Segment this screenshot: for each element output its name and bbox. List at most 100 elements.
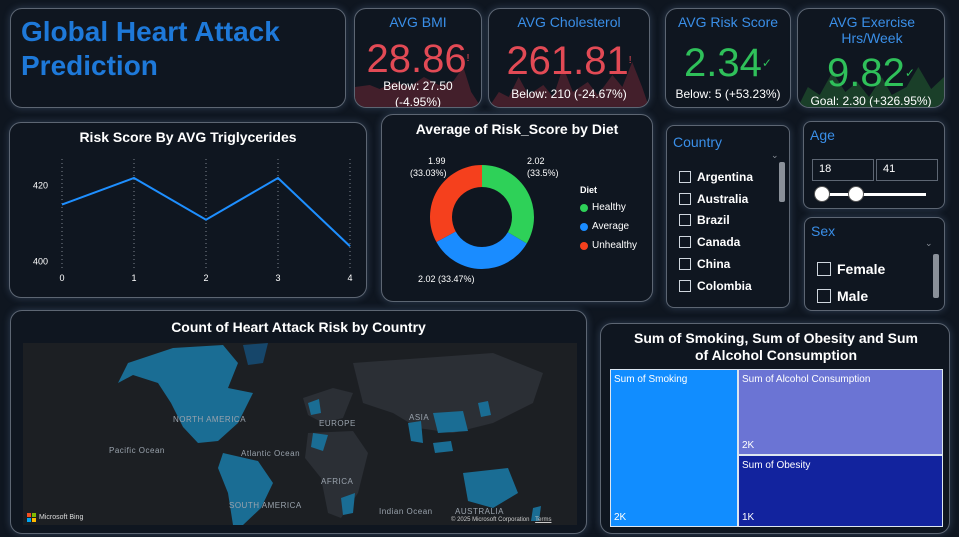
checkbox[interactable]: [817, 289, 831, 303]
treemap-alcohol[interactable]: Sum of Alcohol Consumption 2K: [738, 369, 943, 455]
pacific-ocean-label: Pacific Ocean: [109, 446, 165, 455]
kpi-goal: Below: 5 (+53.23%): [675, 87, 781, 101]
healthy-pct-label: (33.5%): [527, 168, 559, 178]
treemap-smoking[interactable]: Sum of Smoking 2K: [610, 369, 738, 527]
sex-option[interactable]: Male: [817, 287, 868, 305]
age-slider-track[interactable]: [822, 193, 926, 196]
microsoft-logo-icon: [27, 513, 36, 522]
australia-shape: [463, 468, 518, 508]
legend-item-unhealthy[interactable]: Unhealthy: [580, 240, 637, 251]
country-option[interactable]: Colombia: [679, 277, 752, 295]
line-chart-plot[interactable]: 0 1 2 3 4 400 420: [10, 149, 367, 298]
legend-dot-icon: [580, 241, 588, 250]
sex-option[interactable]: Female: [817, 260, 885, 278]
age-min-input[interactable]: 18: [812, 159, 874, 181]
checkbox[interactable]: [679, 258, 691, 270]
kpi-warning-icon: !: [466, 53, 470, 64]
tree-label: Sum of Alcohol Consumption: [742, 374, 871, 385]
treemap-card[interactable]: Sum of Smoking, Sum of Obesity and Sum o…: [600, 323, 950, 534]
x-tick-label: 1: [131, 273, 136, 283]
europe-label: EUROPE: [319, 419, 356, 428]
legend-item-healthy[interactable]: Healthy: [580, 202, 626, 213]
risk-score-line: [61, 176, 351, 247]
checkbox[interactable]: [679, 280, 691, 292]
unhealthy-value-label: 1.99: [428, 156, 446, 166]
kpi-title: AVG Risk Score: [677, 14, 779, 30]
unhealthy-pct-label: (33.03%): [410, 168, 447, 178]
tree-value: 2K: [742, 440, 755, 451]
sex-slicer[interactable]: Sex ⌄ Female Male: [804, 217, 945, 311]
checkbox[interactable]: [679, 236, 691, 248]
checkbox[interactable]: [679, 171, 691, 183]
australia-label: AUSTRALIA: [455, 507, 504, 516]
age-slider-min-handle[interactable]: [814, 186, 830, 202]
treemap-obesity[interactable]: Sum of Obesity 1K: [738, 455, 943, 527]
kpi-title: AVG Cholesterol: [517, 14, 621, 30]
checkbox[interactable]: [817, 262, 831, 276]
europe-shape: [303, 388, 353, 423]
bing-attribution: Microsoft Bing: [27, 513, 83, 522]
chevron-down-icon[interactable]: ⌄: [771, 150, 779, 160]
age-slicer-title: Age: [810, 127, 835, 143]
kpi-check-icon: ✓: [904, 66, 915, 80]
line-chart-title: Risk Score By AVG Triglycerides: [79, 129, 297, 145]
kpi-goal: Below: 27.50: [383, 79, 453, 93]
country-option[interactable]: Australia: [679, 190, 748, 208]
asia-shape: [353, 353, 543, 433]
kpi-value: 28.86!: [366, 37, 470, 81]
north-america-shape: [118, 345, 253, 443]
sex-slicer-title: Sex: [811, 223, 836, 239]
kpi-value: 261.81!: [506, 39, 632, 83]
country-option[interactable]: Brazil: [679, 211, 730, 229]
healthy-value-label: 2.02: [527, 156, 545, 166]
legend-dot-icon: [580, 203, 588, 212]
title-card: Global Heart Attack Prediction: [10, 8, 346, 108]
indian-ocean-label: Indian Ocean: [379, 507, 433, 516]
country-slicer[interactable]: Country ⌄ Argentina Australia Brazil Can…: [666, 125, 790, 308]
kpi-card-risk: AVG Risk Score 2.34✓ Below: 5 (+53.23%): [665, 8, 791, 108]
kpi-goal: Below: 210 (-24.67%): [511, 87, 627, 101]
y-tick-label: 400: [33, 256, 48, 266]
country-option[interactable]: China: [679, 255, 730, 273]
chevron-down-icon[interactable]: ⌄: [925, 238, 933, 248]
terms-link[interactable]: Terms: [535, 517, 552, 523]
donut-legend-title: Diet: [580, 185, 598, 195]
map-shapes: [118, 343, 543, 525]
kpi-value: 2.34✓: [684, 41, 772, 85]
donut-slice-unhealthy: [430, 165, 482, 243]
asia-label: ASIA: [409, 413, 430, 422]
scrollbar[interactable]: [933, 254, 939, 298]
treemap-title: Sum of Smoking, Sum of Obesity and Sum o…: [634, 330, 918, 363]
donut-chart-card[interactable]: Average of Risk_Score by Diet 2.02 (33.5…: [381, 114, 653, 302]
kpi-card-cholesterol: AVG Cholesterol 261.81! Below: 210 (-24.…: [488, 8, 650, 108]
kpi-warning-icon: !: [628, 55, 632, 66]
cholesterol-sparkline: [489, 62, 649, 107]
kpi-title: AVG Exercise Hrs/Week: [828, 14, 916, 46]
x-tick-label: 2: [203, 273, 208, 283]
checkbox[interactable]: [679, 193, 691, 205]
donut-chart-title: Average of Risk_Score by Diet: [415, 121, 619, 137]
country-option[interactable]: Canada: [679, 233, 740, 251]
x-tick-label: 3: [275, 273, 280, 283]
africa-label: AFRICA: [321, 477, 354, 486]
tree-label: Sum of Obesity: [742, 460, 811, 471]
greenland-shape: [243, 343, 268, 365]
country-option[interactable]: Argentina: [679, 168, 753, 186]
map-card[interactable]: Count of Heart Attack Risk by Country: [10, 310, 587, 534]
country-slicer-title: Country: [673, 134, 723, 150]
tree-value: 1K: [742, 512, 755, 523]
age-slicer[interactable]: Age 18 41: [803, 121, 945, 209]
checkbox[interactable]: [679, 214, 691, 226]
line-chart-card[interactable]: Risk Score By AVG Triglycerides 0 1 2 3 4 400…: [9, 122, 367, 298]
world-map[interactable]: NORTH AMERICA EUROPE ASIA AFRICA SOUTH A…: [23, 343, 577, 525]
age-max-input[interactable]: 41: [876, 159, 938, 181]
legend-item-average[interactable]: Average: [580, 221, 629, 232]
atlantic-ocean-label: Atlantic Ocean: [241, 449, 301, 458]
age-slider-max-handle[interactable]: [848, 186, 864, 202]
north-america-label: NORTH AMERICA: [173, 415, 247, 424]
scrollbar[interactable]: [779, 162, 785, 202]
kpi-check-icon: ✓: [761, 56, 772, 70]
donut-slice-average: [436, 231, 527, 269]
south-america-shape: [218, 453, 273, 525]
donut-chart-plot[interactable]: [422, 157, 542, 277]
